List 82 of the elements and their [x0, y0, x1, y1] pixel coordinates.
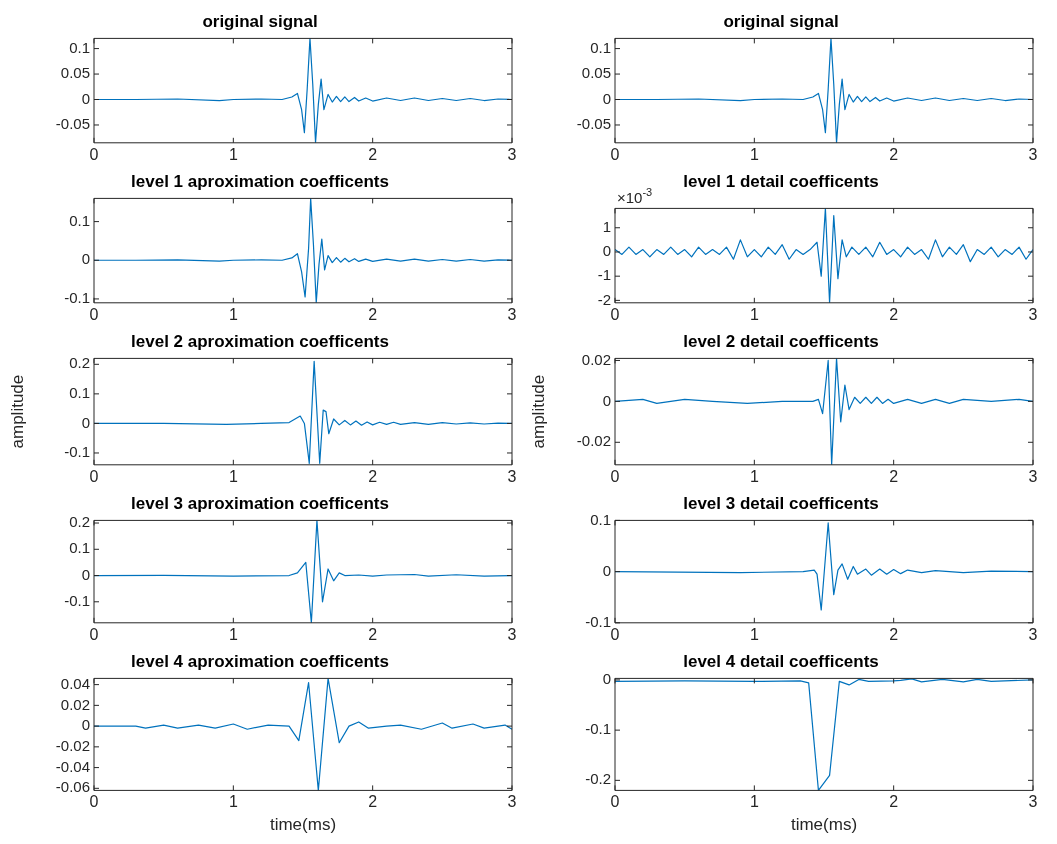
y-tick-label: 0.1 [69, 384, 90, 402]
x-tick-label: 1 [228, 467, 238, 485]
y-tick-label: 0.1 [69, 38, 90, 56]
x-tick-label: 3 [507, 467, 517, 485]
y-tick-label: 0 [81, 565, 90, 583]
y-axis-title: amplitude [528, 374, 548, 449]
x-tick-label: 3 [1028, 145, 1038, 163]
y-tick-label: 0.2 [69, 354, 90, 372]
y-tick-label: 0.1 [590, 510, 611, 528]
x-tick-label: 2 [889, 625, 899, 643]
y-tick-label: -0.02 [55, 736, 90, 754]
x-tick-label: 3 [1028, 793, 1038, 811]
y-tick-label: -0.05 [576, 115, 611, 133]
y-tick-label: -0.1 [585, 612, 611, 630]
y-tick-label: -2 [597, 290, 611, 308]
chart-title: level 2 detail coefficents [683, 331, 879, 351]
chart-title: level 2 aproximation coefficents [131, 331, 389, 351]
x-tick-label: 1 [749, 145, 759, 163]
x-tick-label: 1 [749, 793, 759, 811]
x-tick-label: 3 [507, 145, 517, 163]
y-tick-label: -0.04 [55, 757, 90, 775]
y-tick-label: 0 [81, 413, 90, 431]
chart-title: level 3 aproximation coefficents [131, 493, 389, 513]
y-tick-label: 0.05 [581, 64, 611, 82]
y-tick-label: 0.1 [69, 211, 90, 229]
x-axis-title: time(ms) [790, 815, 858, 835]
y-tick-label: 0.04 [60, 674, 90, 692]
chart-title: level 1 aproximation coefficents [131, 171, 389, 191]
x-tick-label: 2 [368, 467, 378, 485]
y-tick-label: -0.02 [576, 432, 611, 450]
x-tick-label: 2 [368, 625, 378, 643]
chart-title: original signal [723, 11, 839, 31]
x-tick-label: 1 [749, 305, 759, 323]
y-tick-label: 1 [602, 217, 611, 235]
y-tick-label: 0 [81, 250, 90, 268]
y-tick-label: 0.02 [60, 695, 90, 713]
chart-title: level 3 detail coefficents [683, 493, 879, 513]
y-tick-label: 0 [602, 670, 611, 688]
y-tick-label: -1 [597, 266, 611, 284]
y-tick-label: 0.05 [60, 64, 90, 82]
y-tick-label: 0.02 [581, 350, 611, 368]
x-tick-label: 3 [1028, 305, 1038, 323]
x-tick-label: 2 [368, 305, 378, 323]
y-axis-title: amplitude [7, 374, 27, 449]
y-tick-label: 0.1 [69, 539, 90, 557]
x-tick-label: 1 [749, 467, 759, 485]
y-tick-label: -0.1 [64, 443, 90, 461]
x-tick-label: 2 [368, 145, 378, 163]
y-tick-label: 0 [602, 242, 611, 260]
chart-title: original signal [202, 11, 318, 31]
y-tick-label: -0.2 [585, 770, 611, 788]
x-tick-label: 2 [889, 145, 899, 163]
chart-title: level 1 detail coefficents [683, 171, 879, 191]
y-tick-label: 0 [81, 716, 90, 734]
x-tick-label: 3 [507, 305, 517, 323]
y-tick-label: 0 [602, 89, 611, 107]
y-tick-label: -0.1 [64, 289, 90, 307]
x-tick-label: 1 [228, 145, 238, 163]
y-tick-label: 0.1 [590, 38, 611, 56]
y-tick-label: 0 [602, 391, 611, 409]
x-tick-label: 2 [368, 793, 378, 811]
chart-title: level 4 detail coefficents [683, 651, 879, 671]
x-tick-label: 1 [228, 305, 238, 323]
chart-title: level 4 aproximation coefficents [131, 651, 389, 671]
y-tick-label: 0 [81, 89, 90, 107]
y-tick-label: -0.1 [585, 720, 611, 738]
y-tick-label: -0.1 [64, 591, 90, 609]
y-tick-label: -0.06 [55, 778, 90, 796]
x-tick-label: 3 [507, 625, 517, 643]
y-tick-label: 0.2 [69, 513, 90, 531]
x-axis-title: time(ms) [269, 815, 337, 835]
x-tick-label: 3 [1028, 625, 1038, 643]
x-tick-label: 2 [889, 793, 899, 811]
x-tick-label: 1 [228, 793, 238, 811]
y-tick-label: -0.05 [55, 115, 90, 133]
y-tick-label: 0 [602, 561, 611, 579]
x-tick-label: 1 [228, 625, 238, 643]
x-tick-label: 3 [1028, 467, 1038, 485]
x-tick-label: 3 [507, 793, 517, 811]
x-tick-label: 2 [889, 467, 899, 485]
x-tick-label: 2 [889, 305, 899, 323]
x-tick-label: 1 [749, 625, 759, 643]
